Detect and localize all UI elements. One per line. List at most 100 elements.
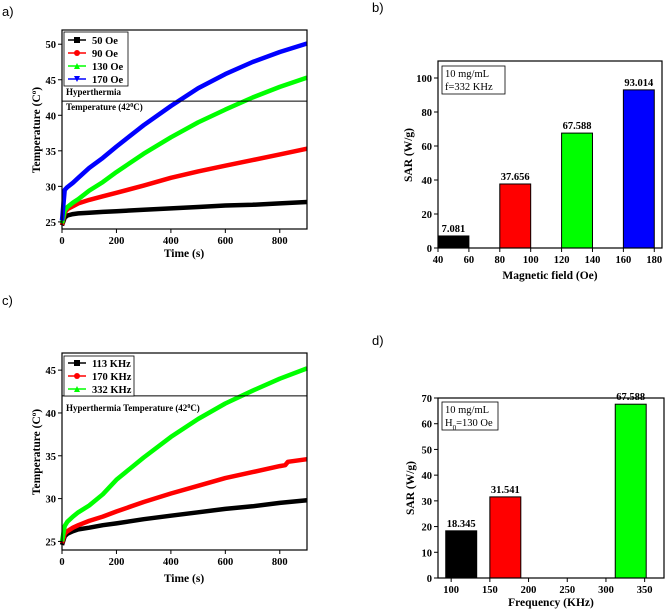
legend-marker xyxy=(74,37,80,43)
chart-b: 7.081 37.656 67.588 93.014 40 60 80 100 120 140 1… xyxy=(403,60,663,282)
chart-b-info-box xyxy=(441,65,506,95)
chart-d-ylabel: SAR (W/g) xyxy=(405,461,417,515)
bar xyxy=(437,235,470,249)
series-line-113-khz xyxy=(59,498,308,546)
chart-b-frame xyxy=(437,60,663,249)
chart-a: 0 200 400 600 800 25 30 35 40 45 50 Hyperthermia T… xyxy=(30,29,308,260)
y-tick-label: 45 xyxy=(46,76,57,87)
chart-c-threshold-label: Hyperthermia Temperature (420C) xyxy=(66,403,200,413)
x-tick-label: 100 xyxy=(523,255,539,266)
y-tick-label: 0 xyxy=(427,244,432,255)
y-tick-label: 40 xyxy=(422,471,433,482)
y-tick-label: 50 xyxy=(422,445,433,456)
bar xyxy=(622,89,655,249)
y-tick-label: 40 xyxy=(422,176,433,187)
panel-d-letter: d) xyxy=(372,333,384,348)
bar-value-label: 37.656 xyxy=(501,172,530,183)
x-tick-label: 60 xyxy=(464,255,475,266)
x-tick-label: 600 xyxy=(217,236,233,247)
y-tick-label: 25 xyxy=(46,218,57,229)
chart-c-frame xyxy=(61,352,308,551)
x-tick-label: 200 xyxy=(109,557,125,568)
chart-a-frame xyxy=(61,29,308,230)
y-tick-label: 20 xyxy=(422,210,433,221)
bar-value-label: 18.345 xyxy=(447,519,476,530)
bar-value-label: 31.541 xyxy=(491,485,520,496)
bar-value-label: 7.081 xyxy=(442,224,466,235)
legend-marker xyxy=(74,63,80,69)
x-tick-label: 800 xyxy=(272,557,288,568)
legend-label: 332 KHz xyxy=(92,385,132,396)
bar xyxy=(445,530,478,579)
x-tick-label: 400 xyxy=(163,557,179,568)
x-tick-label: 0 xyxy=(59,236,64,247)
legend-label: 50 Oe xyxy=(92,36,118,47)
x-tick-label: 200 xyxy=(521,585,537,596)
x-tick-label: 80 xyxy=(495,255,506,266)
legend-marker xyxy=(74,386,80,392)
x-tick-label: 200 xyxy=(109,236,125,247)
chart-c: 0 200 400 600 800 25 30 35 40 45 Hyperthermia Tem… xyxy=(30,352,308,585)
x-tick-label: 300 xyxy=(598,585,614,596)
series-line-50-oe xyxy=(59,199,308,227)
panel-a-letter: a) xyxy=(2,4,14,19)
panel-b-letter: b) xyxy=(372,0,384,15)
x-tick-label: 180 xyxy=(646,255,662,266)
bar xyxy=(499,183,532,249)
x-tick-label: 800 xyxy=(272,236,288,247)
y-tick-label: 20 xyxy=(422,523,433,534)
legend-marker xyxy=(74,360,80,366)
legend-label: 90 Oe xyxy=(92,49,118,60)
y-tick-label: 35 xyxy=(46,147,57,158)
bar-value-label: 67.588 xyxy=(563,121,592,132)
chart-a-threshold-label-top: Hyperthermia xyxy=(66,87,121,97)
y-tick-label: 0 xyxy=(427,574,432,585)
x-tick-label: 40 xyxy=(433,255,444,266)
chart-b-xlabel: Magnetic field (Oe) xyxy=(502,270,597,282)
y-tick-label: 60 xyxy=(422,142,433,153)
legend-marker xyxy=(74,373,80,379)
chart-d-frame xyxy=(437,397,665,579)
x-tick-label: 160 xyxy=(616,255,632,266)
panel-c-letter: c) xyxy=(2,293,13,308)
chart-b-info-line-1: 10 mg/mL xyxy=(445,69,489,80)
y-tick-label: 80 xyxy=(422,108,433,119)
chart-a-ylabel: Temperature (Co) xyxy=(30,87,43,173)
y-tick-label: 60 xyxy=(422,420,433,431)
series-line-170-khz xyxy=(59,456,308,544)
y-tick-label: 50 xyxy=(46,40,57,51)
chart-a-threshold-label: Temperature (420C) xyxy=(66,102,143,112)
y-tick-label: 30 xyxy=(46,182,57,193)
legend-marker xyxy=(74,76,80,82)
y-tick-label: 40 xyxy=(46,409,57,420)
chart-b-ylabel: SAR (W/g) xyxy=(403,128,415,182)
series-line-332-khz xyxy=(59,366,308,542)
x-tick-label: 120 xyxy=(554,255,570,266)
x-tick-label: 0 xyxy=(59,557,64,568)
chart-d-info-line-1: 10 mg/mL xyxy=(445,405,489,416)
y-tick-label: 25 xyxy=(46,537,57,548)
bar-value-label: 93.014 xyxy=(624,78,654,89)
y-tick-label: 70 xyxy=(422,394,433,405)
y-tick-label: 40 xyxy=(46,111,57,122)
legend-label: 170 Oe xyxy=(92,75,124,86)
chart-d-info-line-2: H0=130 Oe xyxy=(445,418,493,432)
y-tick-label: 30 xyxy=(46,495,57,506)
bar xyxy=(561,132,593,249)
legend-label: 170 KHz xyxy=(92,372,132,383)
legend-label: 113 KHz xyxy=(92,359,131,370)
chart-c-ylabel: Temperature (Co) xyxy=(30,409,43,495)
legend-marker xyxy=(74,50,80,56)
x-tick-label: 350 xyxy=(637,585,653,596)
legend-label: 130 Oe xyxy=(92,62,124,73)
x-tick-label: 250 xyxy=(559,585,575,596)
x-tick-label: 150 xyxy=(482,585,498,596)
y-tick-label: 45 xyxy=(46,366,57,377)
bar xyxy=(614,403,647,579)
x-tick-label: 400 xyxy=(163,236,179,247)
chart-b-info-line-2: f=332 KHz xyxy=(445,82,493,93)
x-tick-label: 140 xyxy=(585,255,601,266)
y-tick-label: 35 xyxy=(46,452,57,463)
